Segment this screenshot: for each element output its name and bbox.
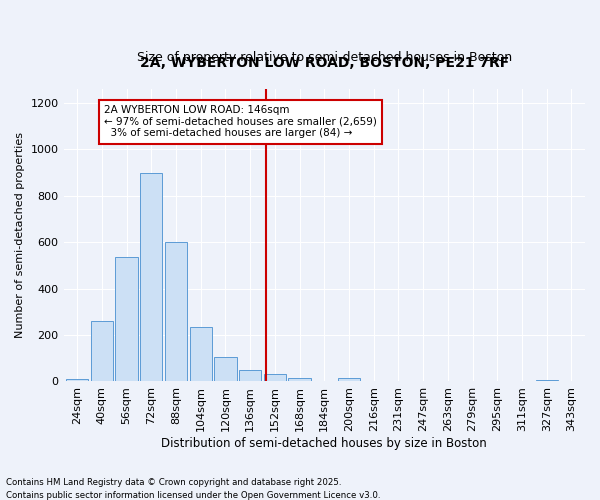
Y-axis label: Number of semi-detached properties: Number of semi-detached properties [15,132,25,338]
Bar [536,380,558,382]
Title: Size of property relative to semi-detached houses in Boston: Size of property relative to semi-detach… [137,51,512,64]
Bar [66,379,88,382]
Bar [239,370,261,382]
Bar [165,242,187,382]
Bar [264,374,286,382]
Text: 2A, WYBERTON LOW ROAD, BOSTON, PE21 7RF: 2A, WYBERTON LOW ROAD, BOSTON, PE21 7RF [140,56,509,70]
X-axis label: Distribution of semi-detached houses by size in Boston: Distribution of semi-detached houses by … [161,437,487,450]
Bar [190,327,212,382]
Bar [140,172,163,382]
Bar [289,378,311,382]
Bar [338,378,360,382]
Bar [91,321,113,382]
Text: 2A WYBERTON LOW ROAD: 146sqm
← 97% of semi-detached houses are smaller (2,659)
 : 2A WYBERTON LOW ROAD: 146sqm ← 97% of se… [104,106,377,138]
Bar [214,357,236,382]
Bar [115,258,137,382]
Text: Contains HM Land Registry data © Crown copyright and database right 2025.
Contai: Contains HM Land Registry data © Crown c… [6,478,380,500]
